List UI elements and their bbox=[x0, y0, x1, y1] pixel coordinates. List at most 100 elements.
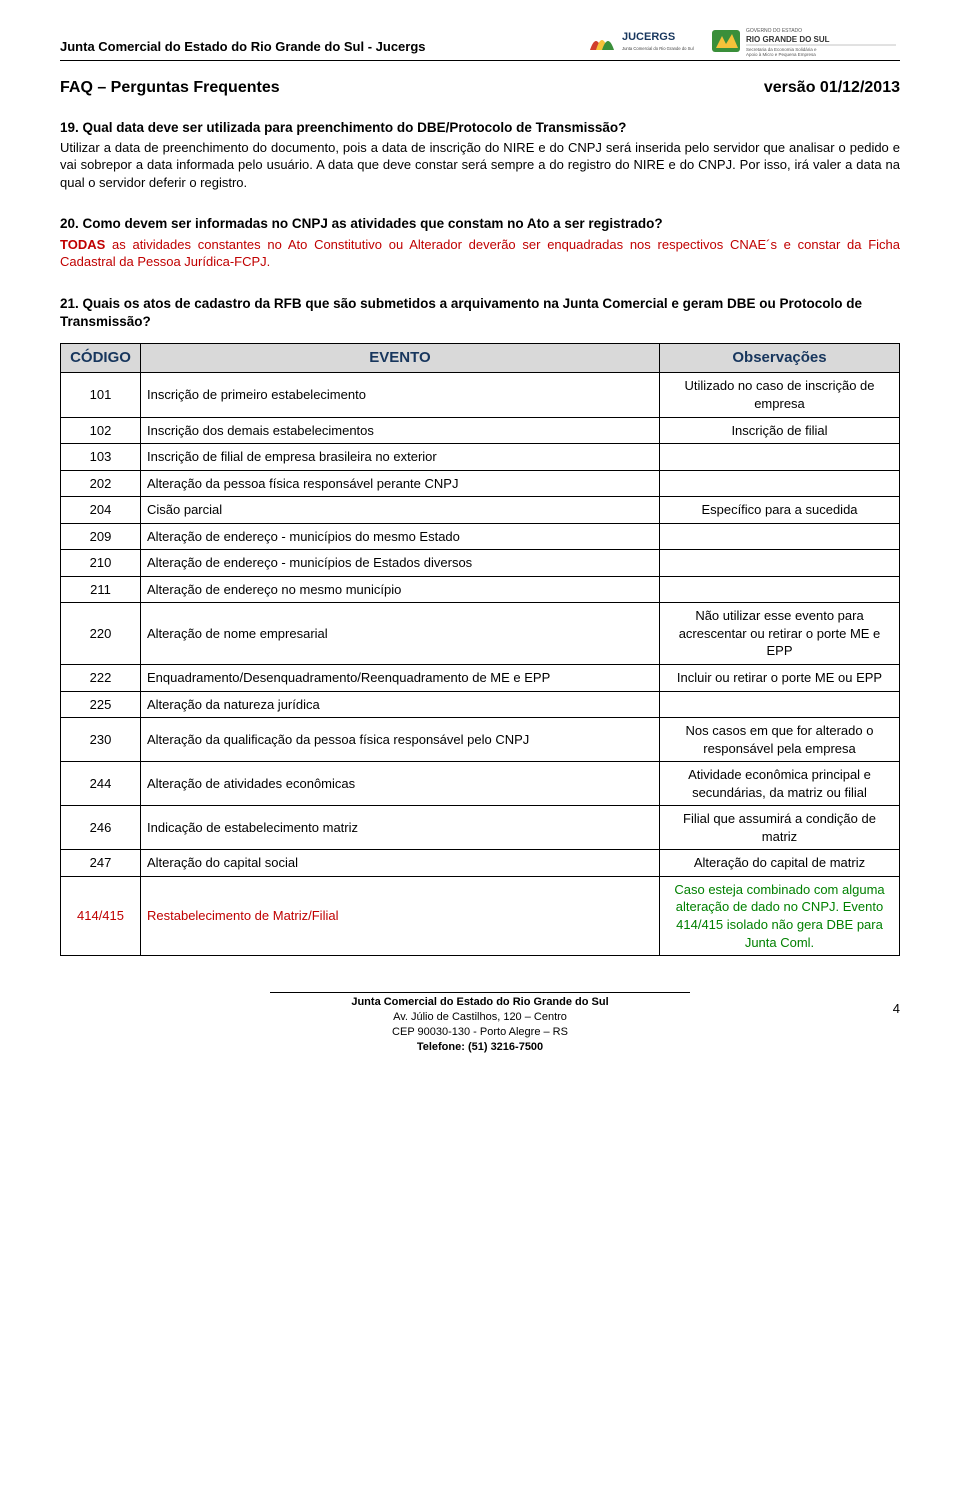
logo-jucergs: JUCERGS Junta Comercial do Rio Grande do… bbox=[582, 24, 702, 58]
page-header: Junta Comercial do Estado do Rio Grande … bbox=[60, 24, 900, 61]
cell-obs: Nos casos em que for alterado o responsá… bbox=[660, 718, 900, 762]
cell-evento: Restabelecimento de Matriz/Filial bbox=[141, 876, 660, 955]
cell-evento: Alteração de endereço - municípios do me… bbox=[141, 523, 660, 550]
table-row: 102Inscrição dos demais estabelecimentos… bbox=[61, 417, 900, 444]
cell-codigo: 202 bbox=[61, 470, 141, 497]
cell-evento: Alteração de endereço no mesmo município bbox=[141, 576, 660, 603]
footer-org: Junta Comercial do Estado do Rio Grande … bbox=[60, 995, 900, 1010]
cell-obs: Alteração do capital de matriz bbox=[660, 850, 900, 877]
cell-codigo: 209 bbox=[61, 523, 141, 550]
cell-codigo: 222 bbox=[61, 665, 141, 692]
svg-text:Apoio à Micro e Pequena Empres: Apoio à Micro e Pequena Empresa bbox=[746, 52, 816, 57]
table-row: 225Alteração da natureza jurídica bbox=[61, 691, 900, 718]
table-row: 204Cisão parcialEspecífico para a sucedi… bbox=[61, 497, 900, 524]
question-19: 19. Qual data deve ser utilizada para pr… bbox=[60, 119, 900, 192]
cell-evento: Alteração de atividades econômicas bbox=[141, 762, 660, 806]
cell-codigo: 414/415 bbox=[61, 876, 141, 955]
cell-evento: Alteração do capital social bbox=[141, 850, 660, 877]
cell-obs: Incluir ou retirar o porte ME ou EPP bbox=[660, 665, 900, 692]
rs-gov-logo-icon: GOVERNO DO ESTADO RIO GRANDE DO SUL Secr… bbox=[710, 24, 900, 58]
table-row: 202Alteração da pessoa física responsáve… bbox=[61, 470, 900, 497]
cell-obs: Utilizado no caso de inscrição de empres… bbox=[660, 373, 900, 417]
jucergs-logo-icon: JUCERGS Junta Comercial do Rio Grande do… bbox=[582, 24, 702, 58]
footer-phone: Telefone: (51) 3216-7500 bbox=[60, 1040, 900, 1055]
cell-codigo: 246 bbox=[61, 806, 141, 850]
footer-divider bbox=[270, 992, 690, 993]
cell-obs: Específico para a sucedida bbox=[660, 497, 900, 524]
cell-codigo: 244 bbox=[61, 762, 141, 806]
cell-obs: Atividade econômica principal e secundár… bbox=[660, 762, 900, 806]
q20-body-text: as atividades constantes no Ato Constitu… bbox=[60, 237, 900, 270]
table-row: 210Alteração de endereço - municípios de… bbox=[61, 550, 900, 577]
cell-obs bbox=[660, 550, 900, 577]
cell-obs bbox=[660, 444, 900, 471]
cell-obs bbox=[660, 691, 900, 718]
cell-obs: Filial que assumirá a condição de matriz bbox=[660, 806, 900, 850]
faq-version: versão 01/12/2013 bbox=[764, 77, 900, 99]
cell-obs: Não utilizar esse evento para acrescenta… bbox=[660, 603, 900, 665]
table-row: 209Alteração de endereço - municípios do… bbox=[61, 523, 900, 550]
cell-evento: Inscrição de filial de empresa brasileir… bbox=[141, 444, 660, 471]
cell-obs bbox=[660, 470, 900, 497]
q20-highlight: TODAS bbox=[60, 237, 105, 252]
cell-codigo: 230 bbox=[61, 718, 141, 762]
page-footer: Junta Comercial do Estado do Rio Grande … bbox=[60, 992, 900, 1054]
cell-codigo: 211 bbox=[61, 576, 141, 603]
svg-text:JUCERGS: JUCERGS bbox=[622, 31, 675, 43]
svg-text:Junta Comercial do Rio Grande: Junta Comercial do Rio Grande do Sul bbox=[622, 46, 694, 51]
faq-title-row: FAQ – Perguntas Frequentes versão 01/12/… bbox=[60, 77, 900, 99]
th-obs: Observações bbox=[660, 344, 900, 373]
table-row: 246Indicação de estabelecimento matrizFi… bbox=[61, 806, 900, 850]
footer-addr: Av. Júlio de Castilhos, 120 – Centro bbox=[60, 1010, 900, 1025]
cell-obs bbox=[660, 523, 900, 550]
cell-codigo: 210 bbox=[61, 550, 141, 577]
table-row: 230Alteração da qualificação da pessoa f… bbox=[61, 718, 900, 762]
cell-obs: Inscrição de filial bbox=[660, 417, 900, 444]
logo-rs-gov: GOVERNO DO ESTADO RIO GRANDE DO SUL Secr… bbox=[710, 24, 900, 58]
cell-codigo: 220 bbox=[61, 603, 141, 665]
cell-codigo: 247 bbox=[61, 850, 141, 877]
q19-heading: 19. Qual data deve ser utilizada para pr… bbox=[60, 119, 900, 137]
cell-evento: Alteração de endereço - municípios de Es… bbox=[141, 550, 660, 577]
table-row: 211Alteração de endereço no mesmo municí… bbox=[61, 576, 900, 603]
table-header-row: CÓDIGO EVENTO Observações bbox=[61, 344, 900, 373]
footer-cep: CEP 90030-130 - Porto Alegre – RS bbox=[60, 1025, 900, 1040]
events-table: CÓDIGO EVENTO Observações 101Inscrição d… bbox=[60, 343, 900, 956]
table-row: 103Inscrição de filial de empresa brasil… bbox=[61, 444, 900, 471]
q21-heading: 21. Quais os atos de cadastro da RFB que… bbox=[60, 295, 900, 331]
th-evento: EVENTO bbox=[141, 344, 660, 373]
header-logos: JUCERGS Junta Comercial do Rio Grande do… bbox=[582, 24, 900, 58]
table-row: 222Enquadramento/Desenquadramento/Reenqu… bbox=[61, 665, 900, 692]
q20-heading: 20. Como devem ser informadas no CNPJ as… bbox=[60, 215, 900, 233]
cell-codigo: 102 bbox=[61, 417, 141, 444]
cell-codigo: 225 bbox=[61, 691, 141, 718]
table-row: 101Inscrição de primeiro estabelecimento… bbox=[61, 373, 900, 417]
cell-evento: Alteração da pessoa física responsável p… bbox=[141, 470, 660, 497]
cell-codigo: 204 bbox=[61, 497, 141, 524]
cell-codigo: 101 bbox=[61, 373, 141, 417]
cell-evento: Alteração da natureza jurídica bbox=[141, 691, 660, 718]
svg-text:GOVERNO DO ESTADO: GOVERNO DO ESTADO bbox=[746, 28, 802, 34]
cell-evento: Enquadramento/Desenquadramento/Reenquadr… bbox=[141, 665, 660, 692]
cell-evento: Alteração da qualificação da pessoa físi… bbox=[141, 718, 660, 762]
question-20: 20. Como devem ser informadas no CNPJ as… bbox=[60, 215, 900, 270]
faq-title: FAQ – Perguntas Frequentes bbox=[60, 77, 280, 99]
q20-body: TODAS as atividades constantes no Ato Co… bbox=[60, 236, 900, 271]
page-number: 4 bbox=[893, 1000, 900, 1018]
q19-body: Utilizar a data de preenchimento do docu… bbox=[60, 139, 900, 192]
svg-text:RIO GRANDE DO SUL: RIO GRANDE DO SUL bbox=[746, 35, 830, 44]
cell-codigo: 103 bbox=[61, 444, 141, 471]
cell-evento: Inscrição dos demais estabelecimentos bbox=[141, 417, 660, 444]
cell-obs: Caso esteja combinado com alguma alteraç… bbox=[660, 876, 900, 955]
table-row: 220Alteração de nome empresarialNão util… bbox=[61, 603, 900, 665]
cell-evento: Inscrição de primeiro estabelecimento bbox=[141, 373, 660, 417]
table-row: 414/415Restabelecimento de Matriz/Filial… bbox=[61, 876, 900, 955]
question-21: 21. Quais os atos de cadastro da RFB que… bbox=[60, 295, 900, 331]
cell-obs bbox=[660, 576, 900, 603]
cell-evento: Alteração de nome empresarial bbox=[141, 603, 660, 665]
table-row: 244Alteração de atividades econômicasAti… bbox=[61, 762, 900, 806]
table-row: 247Alteração do capital socialAlteração … bbox=[61, 850, 900, 877]
cell-evento: Cisão parcial bbox=[141, 497, 660, 524]
org-name: Junta Comercial do Estado do Rio Grande … bbox=[60, 38, 426, 58]
cell-evento: Indicação de estabelecimento matriz bbox=[141, 806, 660, 850]
